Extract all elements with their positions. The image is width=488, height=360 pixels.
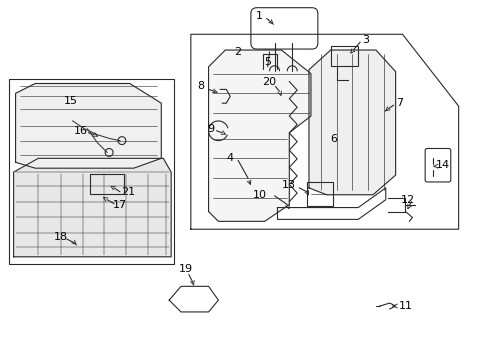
Text: 9: 9 xyxy=(206,124,214,134)
Polygon shape xyxy=(208,50,310,221)
Bar xyxy=(9,78,174,264)
Text: 16: 16 xyxy=(73,126,87,136)
Text: 3: 3 xyxy=(362,35,369,45)
Text: 7: 7 xyxy=(395,98,402,108)
Bar xyxy=(306,182,332,206)
Polygon shape xyxy=(14,158,171,257)
Text: 20: 20 xyxy=(262,77,276,86)
Text: 21: 21 xyxy=(121,187,135,197)
Text: 6: 6 xyxy=(329,134,336,144)
Text: 17: 17 xyxy=(113,199,127,210)
Text: 1: 1 xyxy=(256,10,263,21)
Text: 11: 11 xyxy=(398,301,412,311)
Text: 10: 10 xyxy=(252,190,266,200)
Text: 2: 2 xyxy=(234,47,241,57)
Text: 12: 12 xyxy=(400,195,414,205)
Text: 4: 4 xyxy=(226,153,233,163)
Text: 5: 5 xyxy=(264,57,270,67)
Text: 15: 15 xyxy=(63,96,78,106)
Polygon shape xyxy=(308,50,395,195)
Text: 19: 19 xyxy=(179,264,193,274)
Bar xyxy=(90,174,123,194)
Bar xyxy=(330,46,358,66)
Text: 13: 13 xyxy=(282,180,296,190)
Text: 14: 14 xyxy=(435,160,449,170)
Text: 8: 8 xyxy=(197,81,204,91)
Text: 18: 18 xyxy=(54,232,68,242)
Polygon shape xyxy=(16,84,161,168)
